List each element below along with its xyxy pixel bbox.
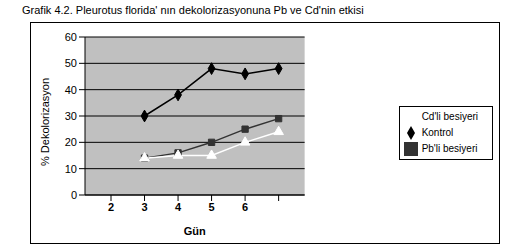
svg-text:Gün: Gün [184,225,206,237]
html-text:Cd'li besiyeri: Cd'li besiyeri [421,111,478,122]
svg-text:5: 5 [209,201,215,213]
svg-text:3: 3 [141,201,147,213]
svg-text:30: 30 [65,110,77,122]
svg-text:0: 0 [71,189,77,201]
svg-text:60: 60 [65,31,77,43]
svg-text:50: 50 [65,57,77,69]
svg-text:10: 10 [65,163,77,175]
html-text:Kontrol: Kontrol [421,127,454,138]
svg-text:20: 20 [65,136,77,148]
svg-text:% Dekolorizasyon: % Dekolorizasyon [39,78,51,166]
svg-text:40: 40 [65,84,77,96]
svg-text:2: 2 [108,201,114,213]
svg-text:4: 4 [175,201,182,213]
svg-text:6: 6 [242,201,248,213]
html-text:Grafik 4.2. Pleurotus florida': Grafik 4.2. Pleurotus florida' nın dekol… [22,4,364,16]
html-text:Pb'li besiyeri: Pb'li besiyeri [421,143,478,154]
